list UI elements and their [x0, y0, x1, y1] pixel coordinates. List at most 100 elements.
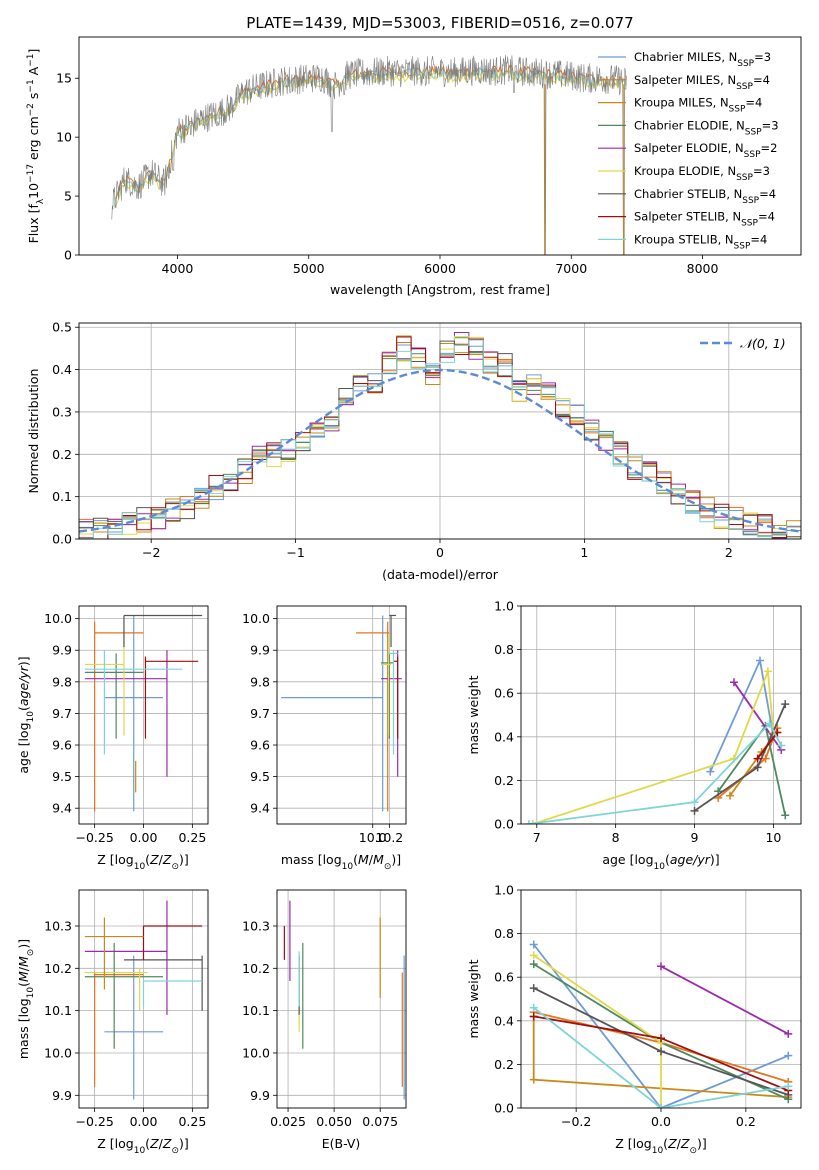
weight-series-8	[528, 722, 783, 824]
weight-marker	[706, 767, 715, 776]
x-tick-label: 8	[612, 830, 620, 845]
errorbar-point-3	[84, 653, 144, 739]
y-axis-label: mass weight	[466, 675, 481, 754]
x-tick-label: 2	[725, 545, 733, 560]
weight-marker	[755, 656, 764, 665]
weight-marker	[529, 984, 538, 993]
errorbar-point-6	[123, 614, 203, 648]
y-tick-label: 0.8	[494, 642, 514, 657]
errorbar-point-4	[381, 634, 392, 736]
x-tick-label: −1	[286, 545, 304, 560]
weight-marker	[657, 1047, 665, 1056]
y-tick-label: 9.8	[52, 674, 72, 689]
errorbar-point-7	[387, 650, 398, 755]
axes-frame	[520, 605, 802, 825]
weight-series-4	[660, 965, 789, 1035]
y-tick-label: 9.5	[250, 769, 270, 784]
errorbar-point-6	[142, 925, 203, 960]
y-tick-label: 9.6	[52, 738, 72, 753]
x-tick-label: 0.025	[270, 1114, 306, 1129]
x-tick-label: 0.075	[362, 1114, 398, 1129]
panel-mass-vs-Z: −0.25 0.00 0.25 9.9 10.0 10.1 10.2 10.3 Z [log10…	[16, 889, 209, 1156]
plot-area	[79, 890, 208, 1108]
y-tick-label: 9.9	[52, 1088, 72, 1103]
y-tick-label: 9.8	[250, 674, 270, 689]
y-tick-label: 0.1	[52, 489, 72, 504]
weight-series-5	[532, 671, 775, 824]
x-tick-label: 6000	[424, 261, 456, 276]
x-tick-label: −0.25	[75, 830, 113, 845]
weight-marker	[763, 667, 772, 676]
errorbar-point-7	[142, 980, 203, 1007]
y-tick-label: 0.3	[52, 404, 72, 419]
weight-marker	[729, 678, 738, 687]
weight-marker	[529, 940, 538, 949]
x-tick-label: 7000	[555, 261, 587, 276]
y-tick-label: 0.6	[494, 970, 514, 985]
legend-entry: Salpeter MILES, NSSP=4	[634, 73, 770, 92]
weight-marker	[726, 791, 735, 800]
panel-spectrum: 4000 5000 6000 7000 8000 0 5 10 15 wavelength [An…	[26, 36, 802, 297]
plot-area	[111, 54, 627, 255]
x-axis-label: E(B-V)	[322, 1136, 361, 1151]
weight-marker	[753, 754, 762, 763]
axes-frame	[520, 889, 802, 1109]
y-axis-label: mass [log10(M/M⊙)]	[16, 939, 36, 1059]
y-tick-label: 9.4	[250, 801, 270, 816]
plot-area	[521, 606, 801, 824]
y-tick-label: 10.3	[44, 918, 72, 933]
x-tick-label: 0.050	[316, 1114, 352, 1129]
x-tick-label: 1	[580, 545, 588, 560]
y-tick-label: 10.3	[242, 918, 270, 933]
model-spectrum-8	[113, 65, 626, 207]
errorbar-point-2	[381, 653, 394, 739]
x-tick-label: 10.0	[359, 830, 387, 845]
plot-area	[277, 890, 406, 1108]
axes-frame	[276, 605, 407, 825]
x-axis-label: Z [log10(Z/Z⊙)]	[97, 1136, 189, 1156]
y-tick-label: 10.0	[242, 1045, 270, 1060]
weight-marker	[777, 741, 786, 750]
x-tick-label: 5000	[293, 261, 325, 276]
y-tick-label: 0.0	[494, 1101, 514, 1116]
y-tick-label: 10.1	[242, 1003, 270, 1018]
y-tick-label: 10.0	[44, 611, 72, 626]
legend-entry: 𝒩(0, 1)	[740, 336, 786, 351]
weight-marker	[657, 1034, 665, 1043]
errorbar-point-6	[393, 656, 399, 739]
histogram-series-8	[79, 339, 801, 539]
weight-marker	[784, 1029, 793, 1038]
weight-marker	[781, 811, 790, 820]
axes-frame	[78, 322, 802, 540]
y-tick-label: 0.2	[52, 447, 72, 462]
weight-marker	[529, 1003, 538, 1012]
x-axis-label: Z [log10(Z/Z⊙)]	[97, 852, 189, 872]
y-tick-label: 10.0	[44, 1045, 72, 1060]
axes-frame	[78, 36, 802, 256]
x-tick-label: 0.25	[178, 830, 206, 845]
legend-entry: Salpeter ELODIE, NSSP=2	[634, 141, 777, 160]
legend-entry: Salpeter STELIB, NSSP=4	[634, 210, 775, 229]
x-tick-label: 9	[691, 830, 699, 845]
y-tick-label: 0.4	[494, 1013, 514, 1028]
errorbar-point-3	[84, 900, 168, 1015]
y-tick-label: 10.2	[242, 961, 270, 976]
y-tick-label: 9.6	[250, 738, 270, 753]
y-tick-label: 9.9	[250, 1088, 270, 1103]
data-spectrum	[111, 54, 627, 255]
y-tick-label: 5	[64, 189, 72, 204]
y-tick-label: 10.2	[44, 961, 72, 976]
axes-frame	[78, 605, 209, 825]
y-tick-label: 0.5	[52, 320, 72, 335]
legend-entry: Chabrier ELODIE, NSSP=3	[634, 118, 779, 137]
x-tick-label: −0.25	[75, 1114, 113, 1129]
legend-entry: Chabrier MILES, NSSP=3	[634, 50, 771, 69]
y-tick-label: 0.0	[494, 817, 514, 832]
y-tick-label: 10.0	[242, 611, 270, 626]
y-tick-label: 1.0	[494, 599, 514, 614]
errorbar-point-5	[389, 614, 397, 648]
x-tick-label: 0.2	[736, 1114, 756, 1129]
weight-marker	[528, 820, 537, 824]
plot-area	[277, 606, 406, 824]
